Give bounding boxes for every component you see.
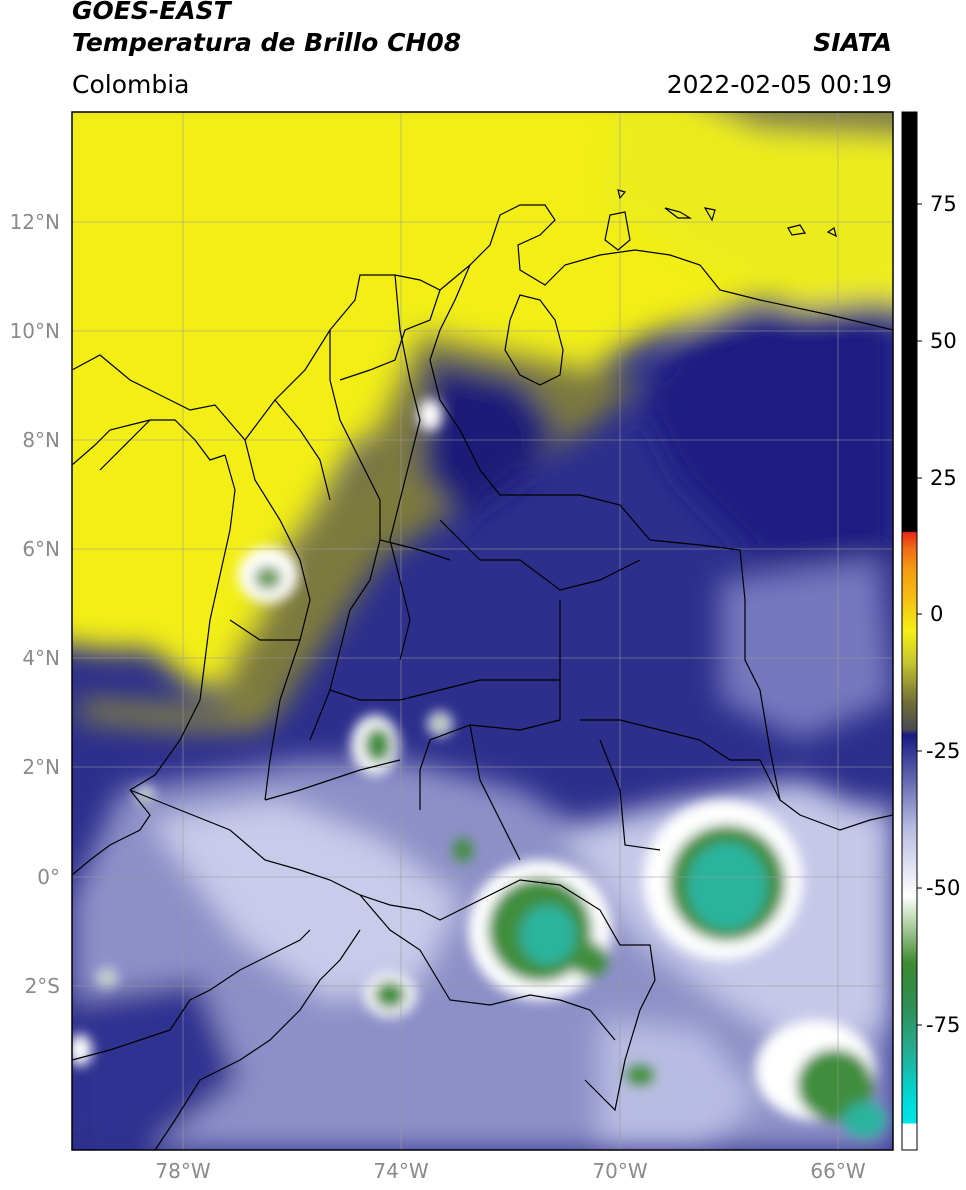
brightness-temperature-field [72, 112, 893, 1150]
lat-label: 10°N [10, 319, 60, 343]
lat-label: 2°S [25, 974, 60, 998]
colorbar-gradient [901, 111, 918, 1151]
colorbar-tick-label: -50 [926, 876, 960, 900]
colorbar-tick-label: 0 [930, 602, 943, 626]
lon-label: 74°W [373, 1159, 428, 1183]
lon-label: 78°W [155, 1159, 210, 1183]
lat-label: 12°N [10, 210, 60, 234]
source-label: SIATA [813, 28, 892, 57]
colorbar-tick-label: 50 [930, 329, 957, 353]
longitude-axis: 78°W 74°W 70°W 66°W [155, 1159, 865, 1183]
product-title: Temperatura de Brillo CH08 [72, 28, 462, 57]
colorbar: 75 50 25 0 -25 -50 -75 [901, 111, 960, 1151]
satellite-title: GOES-EAST [72, 0, 231, 25]
colorbar-tick-label: 25 [930, 466, 957, 490]
lat-label: 8°N [22, 428, 60, 452]
lat-label: 4°N [22, 646, 60, 670]
colorbar-tick-label: 75 [930, 192, 957, 216]
graticule [72, 112, 893, 1150]
datetime-label: 2022-02-05 00:19 [666, 70, 892, 99]
lon-label: 70°W [592, 1159, 647, 1183]
map-frame [71, 111, 894, 1151]
lat-label: 2°N [22, 755, 60, 779]
region-label: Colombia [72, 70, 190, 99]
lon-label: 66°W [810, 1159, 865, 1183]
lat-label: 6°N [22, 537, 60, 561]
lat-label: 0° [37, 865, 60, 889]
colorbar-tick-label: -75 [926, 1013, 960, 1037]
latitude-axis: 12°N 10°N 8°N 6°N 4°N 2°N 0° 2°S [10, 210, 60, 998]
country-borders [72, 189, 893, 1150]
colorbar-tick-label: -25 [926, 739, 960, 763]
